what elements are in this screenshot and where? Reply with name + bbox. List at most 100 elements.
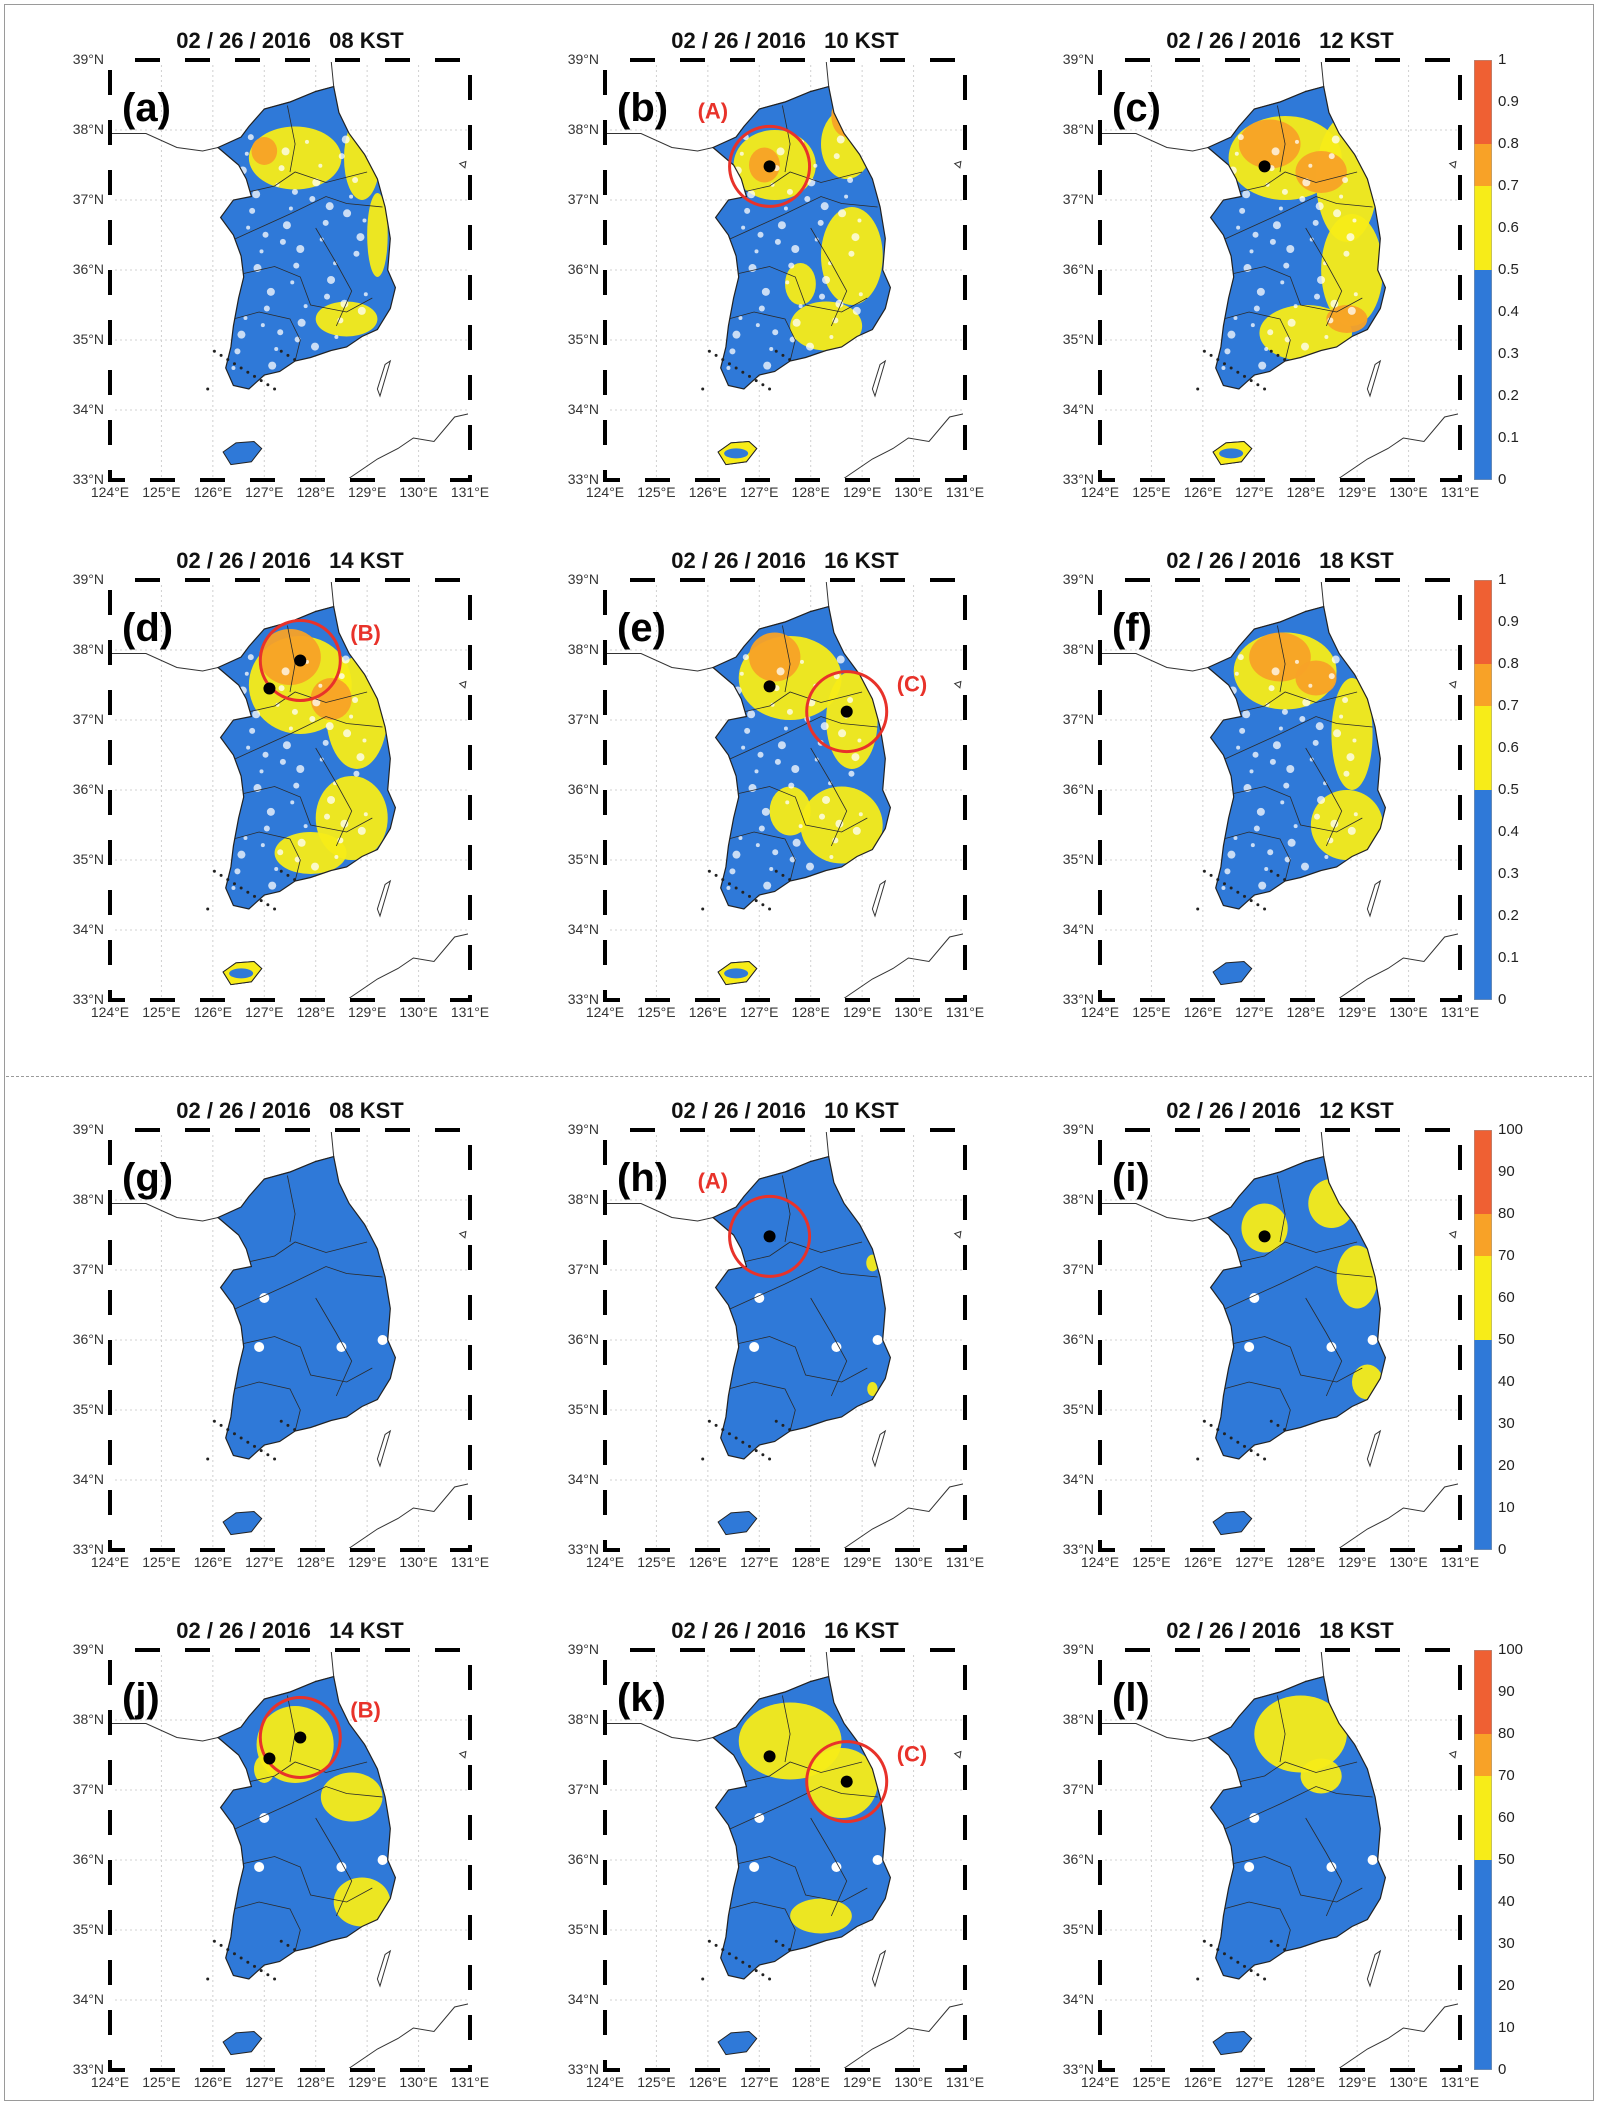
cloud-speckle bbox=[288, 206, 293, 211]
cloud-speckle bbox=[772, 849, 779, 856]
province-border bbox=[315, 747, 353, 847]
small-island bbox=[219, 353, 223, 357]
lon-tick-label: 126°E bbox=[1183, 484, 1222, 500]
cloud-speckle bbox=[304, 139, 309, 144]
cloud-speckle bbox=[848, 250, 855, 257]
small-island bbox=[721, 1948, 725, 1952]
colorbar-band bbox=[1474, 1256, 1492, 1340]
small-island bbox=[781, 1943, 785, 1947]
panel-title-j: 02 / 26 / 2016 14 KST bbox=[176, 1618, 404, 1643]
cloud-speckle bbox=[820, 202, 829, 211]
lon-tick-label: 128°E bbox=[1286, 2074, 1325, 2090]
cloud-speckle bbox=[805, 862, 814, 871]
map-svg-i bbox=[1098, 1128, 1462, 1552]
lon-tick-label: 131°E bbox=[450, 2074, 490, 2090]
lon-tick-label: 131°E bbox=[450, 1554, 490, 1570]
cloud-speckle bbox=[1223, 274, 1230, 281]
cloud-speckle bbox=[1294, 139, 1299, 144]
province-border bbox=[1233, 1241, 1358, 1264]
province-border bbox=[723, 1786, 878, 1833]
small-island bbox=[293, 358, 297, 362]
no-data-patch bbox=[749, 1862, 760, 1872]
lat-tick-label: 37°N bbox=[72, 711, 104, 727]
small-island bbox=[714, 1943, 718, 1947]
panel-label-f: (f) bbox=[1112, 606, 1152, 650]
small-island bbox=[788, 358, 792, 362]
cloud-speckle bbox=[1315, 722, 1324, 731]
cloud-speckle bbox=[1299, 196, 1306, 203]
tsushima-island bbox=[871, 1949, 887, 1988]
index-zone-yellow bbox=[256, 1706, 334, 1783]
small-island bbox=[1276, 353, 1280, 357]
province-border bbox=[233, 311, 301, 362]
japan-coastline bbox=[346, 1483, 471, 1551]
small-island bbox=[232, 1432, 236, 1436]
province-border bbox=[233, 1381, 301, 1432]
cloud-speckle bbox=[1331, 135, 1340, 144]
cloud-speckle bbox=[747, 190, 756, 199]
cloud-speckle bbox=[836, 655, 845, 664]
cloud-speckle bbox=[1252, 751, 1259, 758]
cloud-speckle bbox=[1234, 151, 1239, 156]
small-island bbox=[273, 387, 277, 391]
small-island bbox=[734, 366, 738, 370]
small-island bbox=[226, 358, 230, 362]
colorbar-tick-label: 0.4 bbox=[1498, 823, 1519, 840]
small-island bbox=[748, 1964, 752, 1968]
map-svg-f bbox=[1098, 578, 1462, 1002]
lat-tick-label: 38°N bbox=[567, 1191, 599, 1207]
colorbar-band bbox=[1474, 144, 1492, 186]
province-border bbox=[1218, 196, 1373, 243]
cloud-speckle bbox=[1258, 361, 1267, 370]
lon-tick-label: 124°E bbox=[90, 2074, 130, 2090]
cloud-speckle bbox=[1337, 358, 1342, 363]
province-border bbox=[1218, 1266, 1373, 1313]
map-border bbox=[603, 1128, 967, 1552]
cloud-speckle bbox=[327, 275, 336, 284]
lon-tick-label: 129°E bbox=[842, 484, 882, 500]
colorbar-tick-label: 0 bbox=[1498, 2061, 1507, 2078]
lon-tick-label: 125°E bbox=[637, 1004, 676, 1020]
no-data-patch bbox=[872, 1855, 883, 1865]
small-island bbox=[1283, 1948, 1287, 1952]
land-base bbox=[713, 1156, 891, 1459]
lat-tick-label: 36°N bbox=[567, 261, 599, 277]
cloud-speckle bbox=[1312, 739, 1319, 746]
province-border bbox=[1233, 786, 1363, 833]
small-island bbox=[741, 1440, 745, 1444]
lat-tick-label: 36°N bbox=[72, 261, 104, 277]
lon-tick-label: 131°E bbox=[1440, 484, 1480, 500]
event-point-A bbox=[763, 160, 776, 173]
cloud-speckle bbox=[802, 360, 809, 367]
no-data-patch bbox=[754, 1813, 765, 1823]
colorbar-band bbox=[1474, 664, 1492, 706]
cloud-speckle bbox=[268, 881, 277, 890]
colorbar-tick-label: 80 bbox=[1498, 1205, 1515, 1222]
province-border bbox=[1218, 1786, 1373, 1833]
index-zone-yellow bbox=[274, 832, 347, 874]
no-data-patch bbox=[336, 1862, 347, 1872]
province-border bbox=[1233, 691, 1358, 714]
figure-border bbox=[4, 4, 1594, 2101]
lon-tick-label: 131°E bbox=[450, 1004, 490, 1020]
small-island bbox=[1276, 873, 1280, 877]
small-island bbox=[253, 1964, 257, 1968]
cloud-speckle bbox=[858, 292, 863, 297]
small-island bbox=[1269, 869, 1273, 873]
map-panel-i bbox=[1098, 1128, 1462, 1552]
cloud-speckle bbox=[754, 769, 759, 774]
cloud-speckle bbox=[741, 225, 746, 230]
map-panel-f bbox=[1098, 578, 1462, 1002]
ulleung-island bbox=[953, 680, 962, 689]
event-point-B bbox=[294, 654, 307, 667]
small-island bbox=[741, 370, 745, 374]
lat-tick-label: 34°N bbox=[1062, 1991, 1094, 2007]
colorbar-tick-label: 0 bbox=[1498, 1541, 1507, 1558]
cloud-speckle bbox=[769, 866, 774, 871]
cloud-speckle bbox=[832, 837, 839, 844]
colorbar-tick-label: 0 bbox=[1498, 991, 1507, 1008]
event-point-A bbox=[263, 1752, 276, 1765]
small-island bbox=[259, 1449, 263, 1453]
small-island bbox=[1256, 903, 1260, 907]
small-island bbox=[1256, 1973, 1260, 1977]
